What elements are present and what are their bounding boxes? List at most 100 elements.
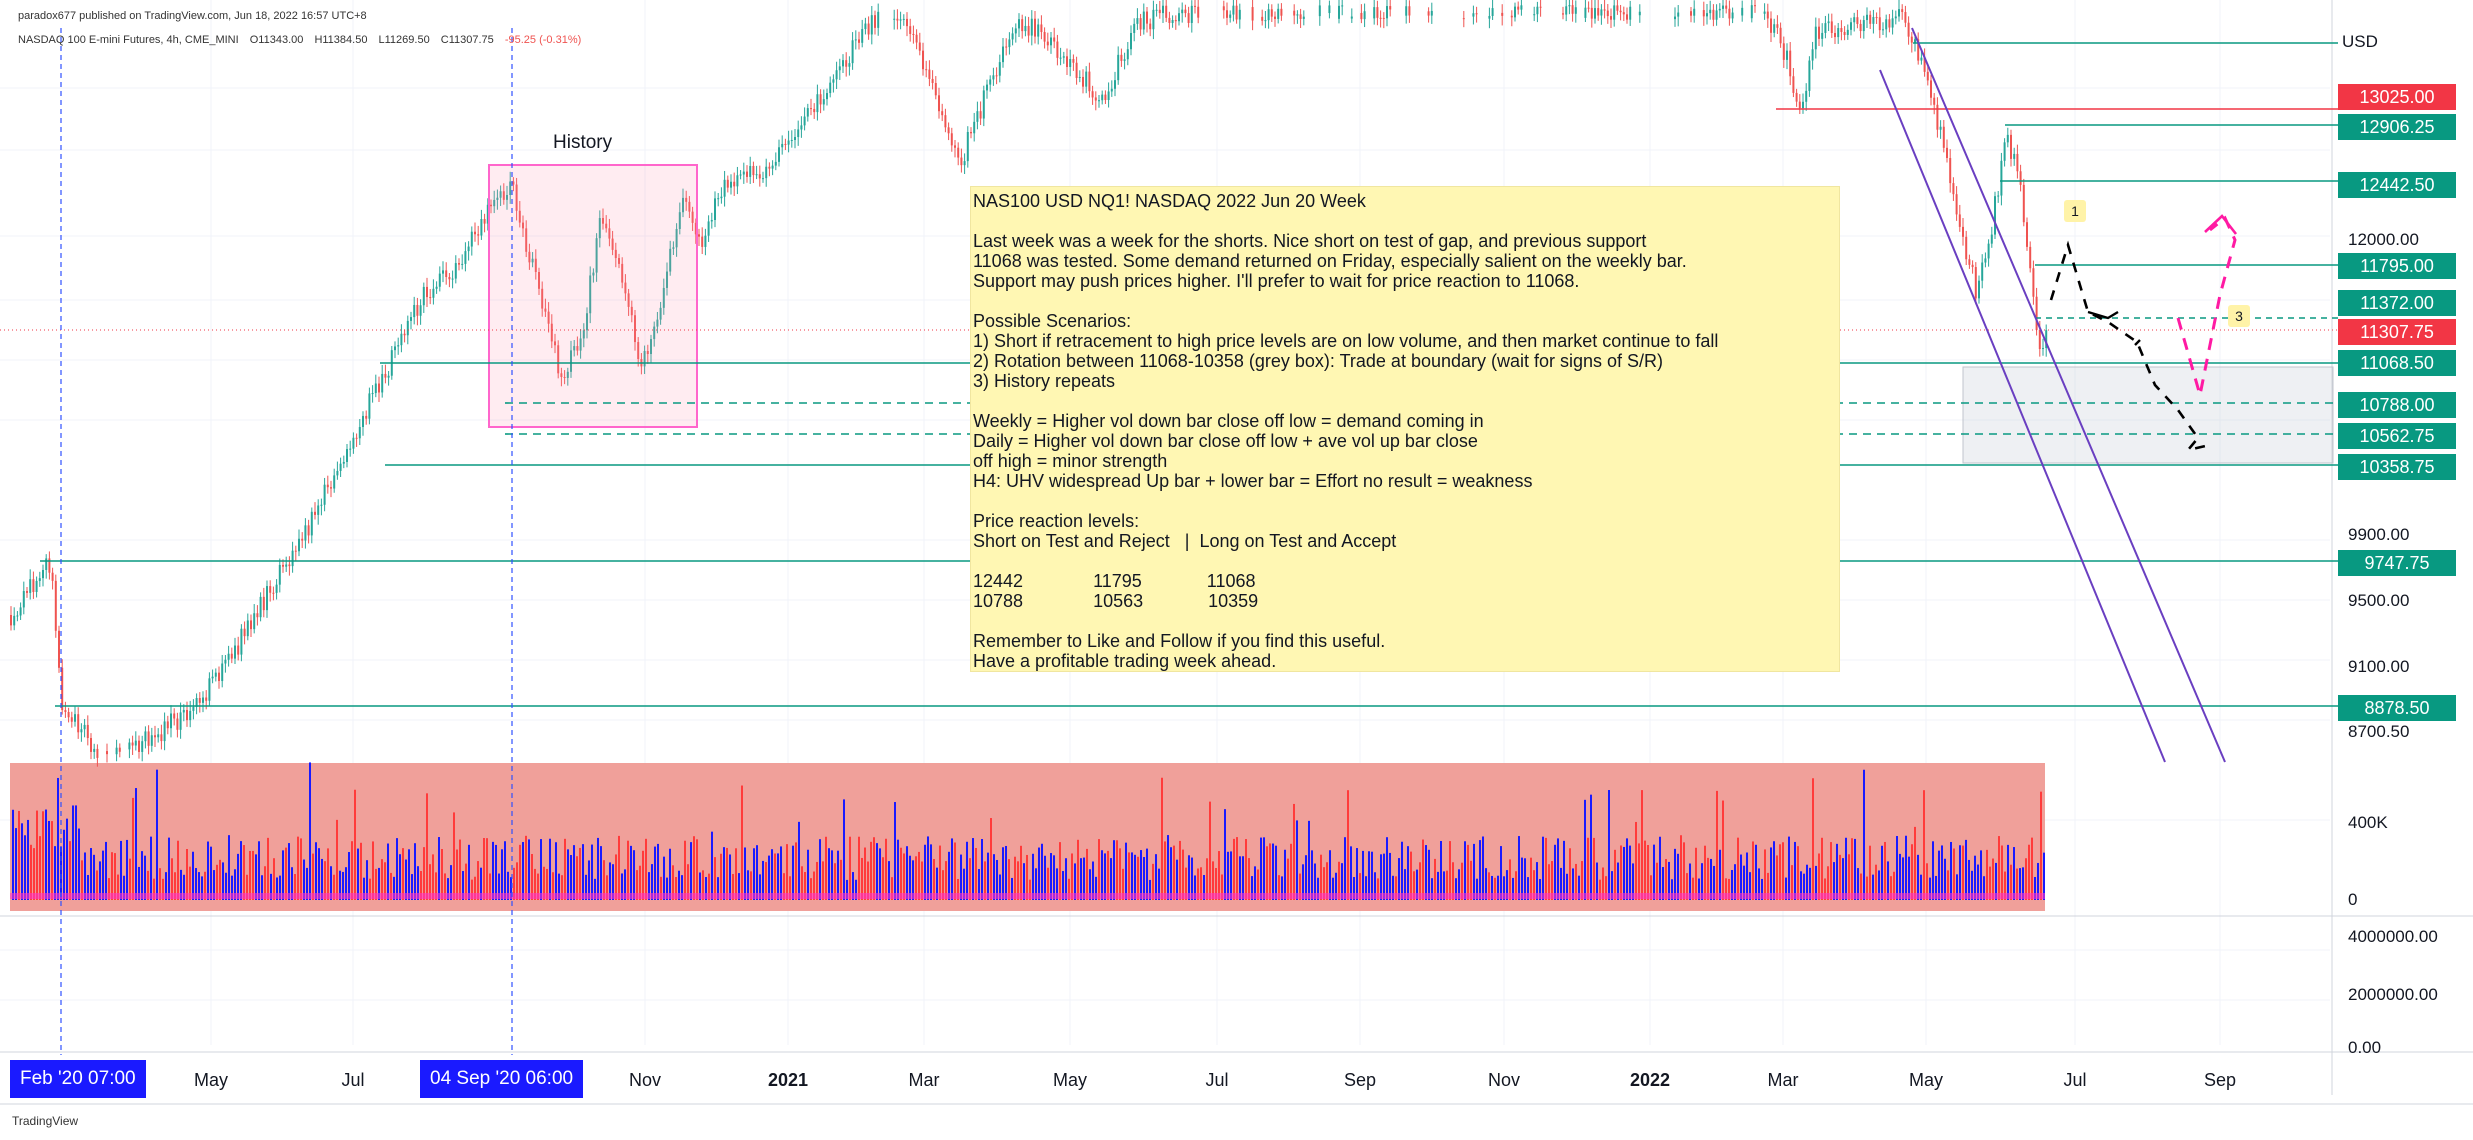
volume-bar bbox=[1683, 842, 1685, 900]
symbol-legend[interactable]: NASDAQ 100 E-mini Futures, 4h, CME_MINI … bbox=[18, 34, 581, 46]
candle-body bbox=[1706, 13, 1708, 17]
volume-bar bbox=[1065, 858, 1067, 900]
candle-body bbox=[1005, 46, 1008, 48]
candle-body bbox=[1066, 56, 1068, 68]
candle-body bbox=[115, 747, 118, 755]
price-candles bbox=[10, 0, 2048, 767]
candle-body bbox=[842, 60, 844, 67]
candle-body bbox=[1638, 11, 1641, 16]
volume-bar bbox=[354, 789, 356, 900]
volume-bar bbox=[1818, 853, 1820, 900]
candle-body bbox=[1974, 267, 1977, 299]
volume-bar bbox=[486, 838, 488, 900]
candle-body bbox=[1946, 147, 1948, 158]
candle-body bbox=[902, 18, 905, 20]
candle-body bbox=[1571, 5, 1574, 14]
channel-line-lower bbox=[1879, 69, 2166, 763]
volume-bar bbox=[729, 854, 731, 900]
candle-body bbox=[349, 448, 352, 450]
volume-bar bbox=[1461, 862, 1463, 900]
volume-bar bbox=[672, 865, 674, 900]
volume-bar bbox=[411, 874, 413, 900]
volume-bar bbox=[1872, 874, 1874, 900]
volume-bar bbox=[1452, 862, 1454, 900]
volume-bar bbox=[2001, 845, 2003, 900]
candle-body bbox=[1690, 11, 1692, 16]
volume-bar bbox=[474, 876, 476, 900]
volume-bar bbox=[1572, 868, 1574, 900]
volume-bar bbox=[1248, 858, 1250, 900]
volume-bar bbox=[1464, 841, 1466, 900]
candle-body bbox=[1059, 57, 1062, 59]
candle-body bbox=[1165, 5, 1168, 18]
candle-body bbox=[13, 615, 16, 626]
volume-bar bbox=[789, 876, 791, 900]
ohlc-open: O11343.00 bbox=[249, 34, 304, 46]
volume-bar bbox=[360, 842, 362, 900]
ohlc-change: -95.25 (-0.31%) bbox=[504, 34, 582, 46]
volume-bar bbox=[87, 874, 89, 900]
currency-label[interactable]: USD bbox=[2342, 32, 2378, 51]
candle-body bbox=[1251, 7, 1254, 21]
candle-body bbox=[1942, 126, 1945, 148]
volume-bar bbox=[1608, 790, 1610, 900]
candle-body bbox=[141, 741, 144, 752]
candle-body bbox=[86, 724, 89, 739]
volume-bar bbox=[1035, 868, 1037, 900]
volume-bar bbox=[162, 878, 164, 900]
volume-bar bbox=[1623, 846, 1625, 900]
volume-bar bbox=[450, 865, 452, 900]
volume-bar bbox=[963, 868, 965, 900]
candle-body bbox=[790, 140, 793, 142]
volume-bar bbox=[24, 835, 26, 900]
volume-bar bbox=[444, 873, 446, 900]
candle-body bbox=[32, 579, 35, 593]
volume-bar bbox=[948, 851, 950, 900]
volume-bar bbox=[1821, 837, 1823, 900]
volume-bar bbox=[1845, 837, 1847, 900]
volume-bar bbox=[1488, 872, 1490, 900]
analysis-note[interactable]: NAS100 USD NQ1! NASDAQ 2022 Jun 20 Week L… bbox=[970, 186, 1840, 672]
volume-bar bbox=[1614, 849, 1616, 900]
volume-bar bbox=[33, 848, 35, 900]
volume-bar bbox=[66, 818, 68, 900]
volume-bar bbox=[1191, 857, 1193, 900]
volume-bar bbox=[237, 853, 239, 900]
volume-bar bbox=[1029, 879, 1031, 900]
candle-body bbox=[374, 383, 377, 394]
candle-body bbox=[1328, 5, 1331, 14]
volume-bar bbox=[1236, 837, 1238, 900]
candle-body bbox=[227, 653, 230, 660]
candle-body bbox=[160, 734, 163, 742]
candle-body bbox=[378, 383, 380, 393]
volume-bar bbox=[351, 841, 353, 900]
volume-bar bbox=[579, 847, 581, 900]
candle-body bbox=[195, 698, 198, 707]
candle-body bbox=[1574, 7, 1577, 14]
candle-body bbox=[64, 710, 67, 713]
volume-bar bbox=[1866, 876, 1868, 900]
volume-bar bbox=[1122, 868, 1124, 900]
volume-bar bbox=[828, 848, 830, 900]
candle-body bbox=[941, 111, 944, 116]
volume-bar bbox=[1647, 845, 1649, 900]
candle-body bbox=[1405, 6, 1408, 16]
volume-bar bbox=[888, 861, 890, 900]
candle-body bbox=[2029, 246, 2032, 269]
volume-bar bbox=[1341, 863, 1343, 900]
volume-bar bbox=[909, 855, 911, 900]
candle-body bbox=[387, 375, 390, 378]
volume-bar bbox=[519, 844, 521, 900]
candle-body bbox=[2032, 268, 2035, 297]
candle-body bbox=[688, 201, 691, 212]
price-level-label: 8878.50 bbox=[2338, 695, 2456, 721]
candle-body bbox=[154, 735, 156, 738]
volume-bar bbox=[1770, 847, 1772, 900]
candle-body bbox=[1939, 126, 1942, 130]
volume-bar bbox=[1722, 800, 1724, 900]
note-line bbox=[973, 551, 1837, 571]
candle-body bbox=[118, 747, 121, 752]
volume-bar bbox=[1317, 877, 1319, 900]
candle-body bbox=[618, 258, 620, 264]
